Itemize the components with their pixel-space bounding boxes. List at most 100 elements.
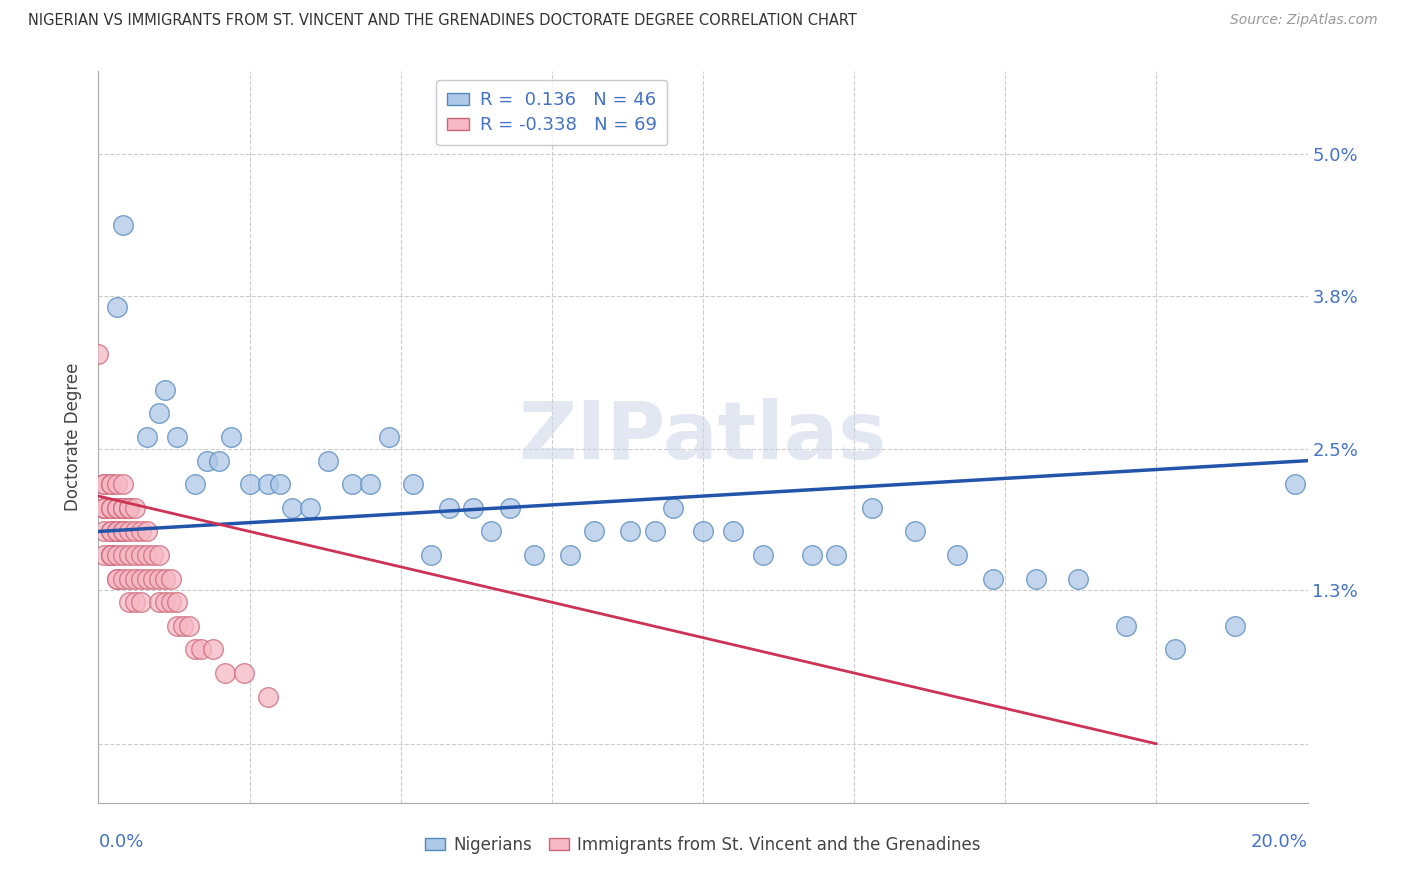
Point [202, 642, 225, 657]
Point [93, 500, 115, 515]
Point [402, 477, 425, 491]
Point [208, 453, 231, 467]
Point [1163, 642, 1185, 657]
Point [160, 572, 183, 586]
Point [105, 477, 128, 491]
Point [148, 407, 170, 421]
Point [420, 548, 443, 562]
Point [153, 383, 176, 397]
Point [100, 500, 122, 515]
Point [124, 595, 146, 609]
Point [148, 572, 170, 586]
Point [93, 500, 115, 515]
Point [111, 572, 134, 586]
Point [93, 477, 115, 491]
Point [129, 524, 152, 539]
Point [692, 524, 714, 539]
Point [299, 500, 322, 515]
Point [111, 500, 134, 515]
Point [481, 524, 503, 539]
Point [661, 500, 683, 515]
Point [166, 430, 188, 444]
Point [135, 430, 157, 444]
Point [111, 524, 134, 539]
Point [377, 430, 399, 444]
Point [142, 572, 165, 586]
Point [172, 619, 194, 633]
Point [118, 500, 141, 515]
Point [111, 500, 134, 515]
Point [1024, 572, 1046, 586]
Y-axis label: Doctorate Degree: Doctorate Degree [65, 363, 83, 511]
Point [93, 500, 115, 515]
Point [135, 524, 157, 539]
Point [269, 477, 291, 491]
Point [118, 548, 141, 562]
Point [93, 524, 115, 539]
Point [111, 477, 134, 491]
Point [583, 524, 606, 539]
Point [184, 642, 207, 657]
Point [105, 548, 128, 562]
Point [498, 500, 520, 515]
Text: Source: ZipAtlas.com: Source: ZipAtlas.com [1230, 13, 1378, 28]
Point [111, 548, 134, 562]
Point [153, 595, 176, 609]
Point [166, 595, 188, 609]
Point [100, 500, 122, 515]
Point [619, 524, 641, 539]
Point [105, 500, 128, 515]
Point [360, 477, 382, 491]
Point [100, 477, 122, 491]
Text: NIGERIAN VS IMMIGRANTS FROM ST. VINCENT AND THE GRENADINES DOCTORATE DEGREE CORR: NIGERIAN VS IMMIGRANTS FROM ST. VINCENT … [28, 13, 858, 29]
Point [232, 666, 254, 681]
Point [111, 218, 134, 232]
Point [124, 524, 146, 539]
Point [1223, 619, 1246, 633]
Point [118, 595, 141, 609]
Point [1284, 477, 1306, 491]
Point [752, 548, 775, 562]
Point [105, 500, 128, 515]
Point [105, 301, 128, 315]
Point [135, 572, 157, 586]
Point [129, 548, 152, 562]
Point [148, 548, 170, 562]
Point [105, 524, 128, 539]
Point [87, 347, 110, 361]
Point [100, 477, 122, 491]
Point [558, 548, 581, 562]
Point [316, 453, 339, 467]
Point [148, 595, 170, 609]
Point [105, 572, 128, 586]
Point [437, 500, 460, 515]
Point [124, 548, 146, 562]
Point [129, 572, 152, 586]
Point [800, 548, 823, 562]
Point [105, 572, 128, 586]
Point [523, 548, 546, 562]
Point [946, 548, 969, 562]
Point [100, 548, 122, 562]
Point [644, 524, 666, 539]
Point [825, 548, 848, 562]
Legend: Nigerians, Immigrants from St. Vincent and the Grenadines: Nigerians, Immigrants from St. Vincent a… [419, 829, 987, 860]
Point [221, 430, 243, 444]
Point [166, 619, 188, 633]
Point [860, 500, 883, 515]
Point [214, 666, 236, 681]
Point [93, 548, 115, 562]
Point [981, 572, 1004, 586]
Point [160, 595, 183, 609]
Point [135, 548, 157, 562]
Point [100, 524, 122, 539]
Text: 20.0%: 20.0% [1251, 833, 1308, 851]
Point [904, 524, 927, 539]
Point [93, 477, 115, 491]
Point [118, 524, 141, 539]
Point [124, 500, 146, 515]
Point [105, 524, 128, 539]
Point [256, 690, 278, 704]
Text: ZIPatlas: ZIPatlas [519, 398, 887, 476]
Point [100, 548, 122, 562]
